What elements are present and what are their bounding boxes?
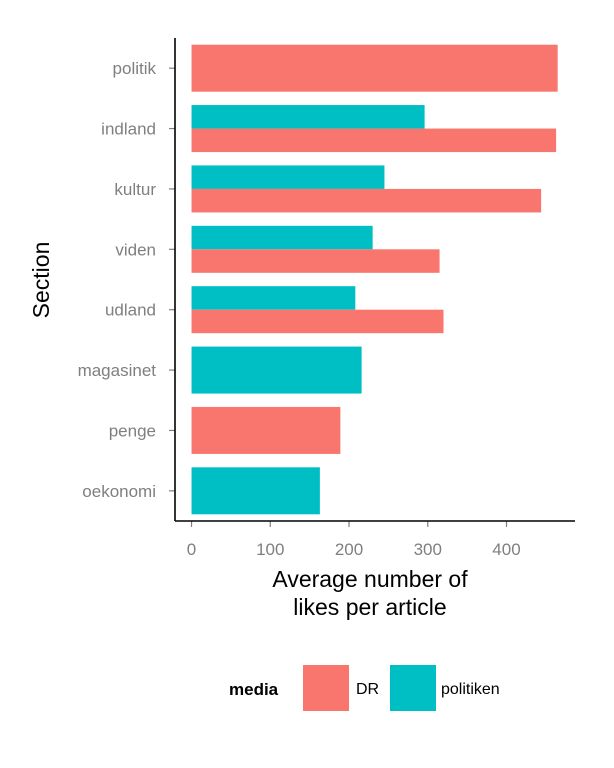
y-tick-label-magasinet: magasinet	[78, 361, 157, 380]
bar-dr-politik	[191, 44, 558, 92]
x-axis-title-line: likes per article	[293, 594, 446, 620]
legend-label-dr: DR	[356, 681, 379, 698]
legend: media DR politiken	[229, 665, 500, 711]
x-tick-label-200: 200	[335, 540, 363, 559]
y-axis-ticks: politik indland kultur viden udland magasinet…	[78, 59, 175, 501]
bar-dr-kultur	[191, 188, 542, 213]
legend-key-dr	[303, 665, 349, 711]
bar-dr-penge	[191, 406, 341, 454]
y-tick-label-udland: udland	[105, 301, 156, 320]
y-tick-label-indland: indland	[101, 120, 156, 139]
legend-label-politiken: politiken	[441, 681, 500, 698]
x-axis-title: Average number of likes per article	[272, 566, 468, 620]
x-tick-label-100: 100	[256, 540, 284, 559]
legend-title: media	[229, 680, 279, 699]
bar-politiken-viden	[191, 225, 373, 250]
bar-politiken-oekonomi	[191, 467, 320, 515]
x-axis-title-line: Average number of	[272, 566, 468, 592]
y-tick-label-penge: penge	[109, 421, 156, 440]
y-tick-label-politik: politik	[113, 59, 157, 78]
x-axis-ticks: 0 100 200 300 400	[187, 521, 521, 559]
bar-politiken-udland	[191, 286, 356, 310]
bar-dr-viden	[191, 249, 440, 273]
bar-dr-indland	[191, 128, 557, 153]
x-tick-label-300: 300	[414, 540, 442, 559]
bars-layer	[191, 44, 558, 515]
legend-items: DR politiken	[303, 665, 500, 711]
bar-politiken-magasinet	[191, 346, 362, 394]
y-tick-label-viden: viden	[115, 240, 156, 259]
bar-politiken-indland	[191, 105, 425, 129]
x-tick-label-0: 0	[187, 540, 196, 559]
legend-key-politiken	[390, 665, 436, 711]
bar-politiken-kultur	[191, 165, 385, 189]
y-tick-label-oekonomi: oekonomi	[82, 482, 156, 501]
y-axis-title: Section	[28, 242, 54, 319]
bar-dr-udland	[191, 309, 444, 334]
x-tick-label-400: 400	[492, 540, 520, 559]
y-tick-label-kultur: kultur	[114, 180, 156, 199]
